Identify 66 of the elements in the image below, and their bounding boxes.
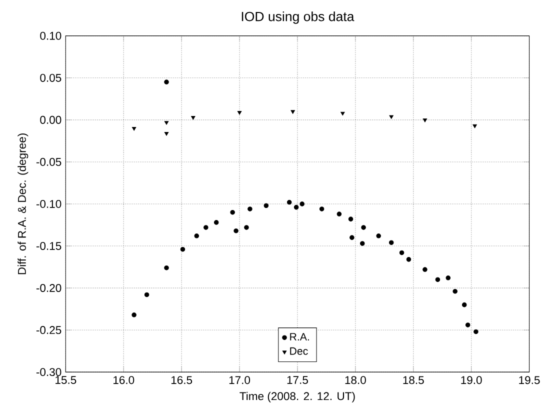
point	[204, 225, 208, 230]
point	[191, 116, 196, 120]
point	[294, 205, 299, 210]
point	[388, 240, 394, 246]
y-tick-label: 0.10	[40, 32, 62, 40]
x-tick-label: 18.5	[403, 376, 424, 384]
y-tick-label: -0.10	[36, 200, 62, 208]
point	[237, 111, 242, 115]
x-tick-label: 17.5	[287, 376, 308, 384]
y-axis-title: Diff. of R.A. & Dec. (degree)	[18, 134, 28, 274]
point	[452, 289, 458, 294]
y-tick-label: -0.20	[36, 284, 62, 292]
x-tick-label: 19.0	[461, 376, 482, 384]
point	[435, 277, 440, 282]
point	[389, 115, 394, 119]
point	[214, 220, 219, 225]
point	[350, 235, 354, 240]
x-tick-label: 17.0	[229, 376, 250, 384]
point	[360, 241, 365, 246]
point	[286, 200, 292, 205]
point	[336, 212, 342, 216]
point	[474, 329, 478, 334]
x-tick-label: 19.5	[519, 376, 540, 384]
point	[348, 216, 354, 222]
point	[164, 121, 169, 125]
point	[361, 225, 366, 230]
x-tick-label: 18.0	[345, 376, 366, 384]
point	[472, 124, 477, 128]
y-tick-label: -0.25	[36, 326, 62, 334]
y-tick-label: 0.05	[40, 74, 62, 82]
point	[376, 234, 381, 238]
legend-label: Dec	[290, 348, 308, 355]
point	[234, 228, 238, 234]
x-tick-label: 16.5	[171, 376, 192, 384]
point	[465, 322, 470, 328]
point	[248, 206, 252, 212]
point	[462, 302, 467, 308]
point	[164, 266, 169, 270]
point	[194, 234, 200, 238]
y-tick-label: 0.00	[40, 116, 62, 124]
y-tick-label: -0.15	[36, 242, 62, 250]
point	[132, 127, 136, 131]
point	[132, 312, 136, 318]
point	[144, 292, 150, 298]
point	[422, 267, 428, 272]
point	[340, 112, 345, 116]
y-tick-label: -0.05	[36, 158, 62, 166]
point	[406, 257, 412, 262]
point	[319, 206, 324, 212]
point	[264, 203, 269, 208]
point	[300, 202, 304, 206]
point	[164, 132, 169, 136]
x-axis-title: Time (2008. 2. 12. UT)	[240, 392, 355, 402]
point	[164, 80, 169, 85]
point	[230, 210, 235, 215]
y-tick-label: -0.30	[36, 368, 62, 376]
x-tick-label: 15.5	[56, 376, 76, 384]
x-tick-label: 16.0	[114, 376, 134, 384]
chart-title: IOD using obs data	[242, 12, 354, 24]
point	[422, 118, 428, 122]
point	[244, 225, 249, 230]
point	[180, 247, 186, 252]
legend-label: R.A.	[290, 333, 309, 341]
point	[446, 276, 451, 280]
point	[290, 110, 295, 114]
point	[399, 250, 404, 256]
